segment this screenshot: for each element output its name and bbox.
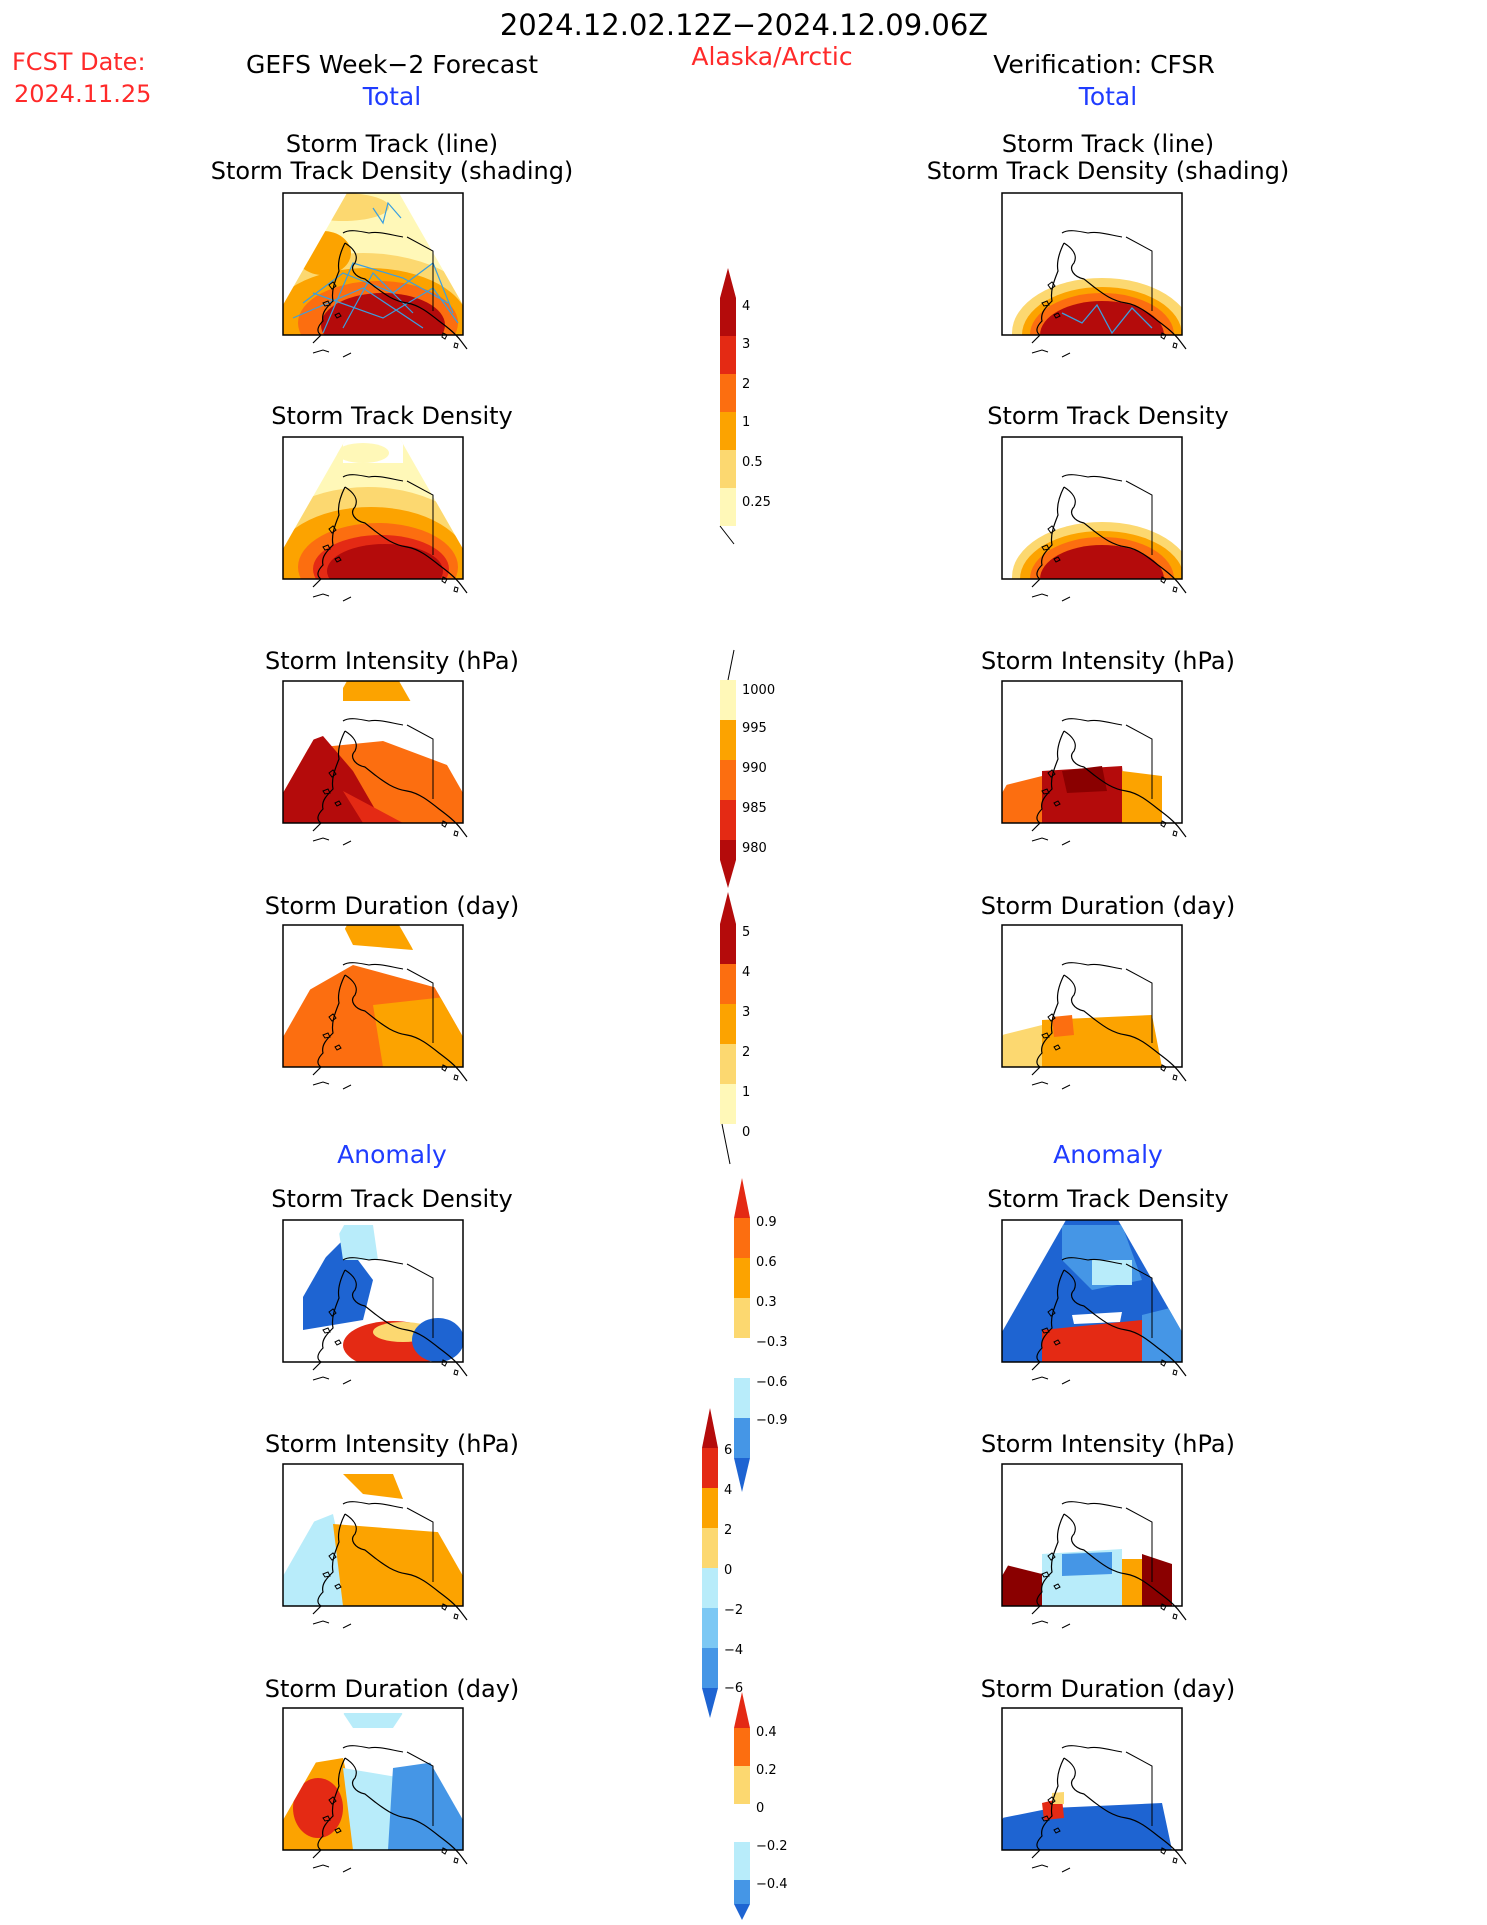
cb6-label: 0.4: [756, 1725, 777, 1740]
cb3-label: 0: [742, 1125, 750, 1140]
colorbar-density-total: 4 3 2 1 0.5 0.25: [719, 268, 771, 545]
cb1-label: 0.5: [742, 455, 763, 470]
right-p7-title: Storm Duration (day): [980, 1675, 1236, 1703]
right-map-density-anomaly: [1001, 1219, 1187, 1385]
cb5-label: 0: [724, 1563, 732, 1578]
right-map-duration-anomaly: [1001, 1707, 1187, 1873]
right-map-track-density: [1001, 192, 1187, 358]
right-map-intensity: [1001, 680, 1187, 846]
right-anomaly-label: Anomaly: [1053, 1140, 1163, 1169]
cb1-label: 0.25: [742, 495, 771, 510]
left-title: GEFS Week−2 Forecast: [245, 50, 539, 79]
left-map-duration: [282, 924, 468, 1090]
region-title: Alaska/Arctic: [691, 42, 853, 71]
right-p1-title-2: Storm Track Density (shading): [926, 157, 1290, 185]
cb3-label: 2: [742, 1045, 750, 1060]
cb3-label: 4: [742, 965, 750, 980]
cb2-label: 995: [742, 721, 767, 736]
cb2-label: 985: [742, 801, 767, 816]
cb3-label: 5: [742, 925, 750, 940]
cb4-label: −0.9: [756, 1413, 788, 1428]
left-p4-title: Storm Duration (day): [264, 892, 520, 920]
right-p3-title: Storm Intensity (hPa): [981, 647, 1235, 675]
cb4-label: 0.9: [756, 1215, 777, 1230]
right-p4-title: Storm Duration (day): [980, 892, 1236, 920]
cb5-label: −6: [724, 1681, 743, 1696]
cb3-label: 3: [742, 1005, 750, 1020]
left-p3-title: Storm Intensity (hPa): [265, 647, 519, 675]
left-p1-title-1: Storm Track (line): [285, 130, 499, 158]
left-anomaly-label: Anomaly: [337, 1140, 447, 1169]
cb5-label: −2: [724, 1603, 743, 1618]
left-p1-title-2: Storm Track Density (shading): [210, 157, 574, 185]
cb1-label: 1: [742, 415, 750, 430]
left-map-intensity: [282, 680, 468, 846]
cb6-label: 0: [756, 1801, 764, 1816]
cb6-label: −0.2: [756, 1839, 788, 1854]
cb4-label: −0.3: [756, 1335, 788, 1350]
cb2-label: 1000: [742, 683, 775, 698]
cb2-label: 990: [742, 761, 767, 776]
cb2-label: 980: [742, 841, 767, 856]
cb5-label: 2: [724, 1523, 732, 1538]
fcst-date: 2024.11.25: [14, 80, 152, 108]
right-p5-title: Storm Track Density: [987, 1185, 1229, 1213]
fcst-label: FCST Date:: [12, 48, 146, 76]
colorbar-duration-total: 5 4 3 2 1 0: [720, 892, 750, 1165]
cb6-label: 0.2: [756, 1763, 777, 1778]
left-p7-title: Storm Duration (day): [264, 1675, 520, 1703]
cb5-label: 6: [724, 1443, 732, 1458]
cb1-label: 3: [742, 337, 750, 352]
colorbar-intensity-anomaly: 6 4 2 0 −2 −4 −6: [702, 1408, 743, 1718]
colorbar-density-anomaly: 0.9 0.6 0.3 −0.3 −0.6 −0.9: [734, 1178, 788, 1492]
left-total-label: Total: [362, 82, 422, 111]
cb5-label: 4: [724, 1483, 732, 1498]
right-p2-title: Storm Track Density: [987, 402, 1229, 430]
cb4-label: 0.3: [756, 1295, 777, 1310]
colorbar-intensity-total: 1000 995 990 985 980: [720, 649, 775, 888]
right-map-density: [1001, 436, 1187, 602]
left-map-track-density: [282, 192, 468, 358]
right-total-label: Total: [1078, 82, 1138, 111]
cb1-label: 2: [742, 377, 750, 392]
cb6-label: −0.4: [756, 1877, 788, 1892]
colorbar-duration-anomaly: 0.4 0.2 0 −0.2 −0.4: [734, 1692, 788, 1920]
left-map-density: [282, 436, 468, 602]
cb5-label: −4: [724, 1643, 743, 1658]
left-map-duration-anomaly: [282, 1707, 468, 1873]
left-p2-title: Storm Track Density: [271, 402, 513, 430]
right-map-intensity-anomaly: [1001, 1463, 1187, 1629]
right-p1-title-1: Storm Track (line): [1001, 130, 1215, 158]
cb4-label: 0.6: [756, 1255, 777, 1270]
left-p6-title: Storm Intensity (hPa): [265, 1430, 519, 1458]
right-title: Verification: CFSR: [993, 50, 1215, 79]
cb4-label: −0.6: [756, 1375, 788, 1390]
cb3-label: 1: [742, 1085, 750, 1100]
right-p6-title: Storm Intensity (hPa): [981, 1430, 1235, 1458]
left-map-density-anomaly: [282, 1219, 468, 1385]
left-map-intensity-anomaly: [282, 1463, 468, 1629]
date-range: 2024.12.02.12Z−2024.12.09.06Z: [499, 8, 989, 42]
cb1-label: 4: [742, 299, 750, 314]
left-p5-title: Storm Track Density: [271, 1185, 513, 1213]
right-map-duration: [1001, 924, 1187, 1090]
